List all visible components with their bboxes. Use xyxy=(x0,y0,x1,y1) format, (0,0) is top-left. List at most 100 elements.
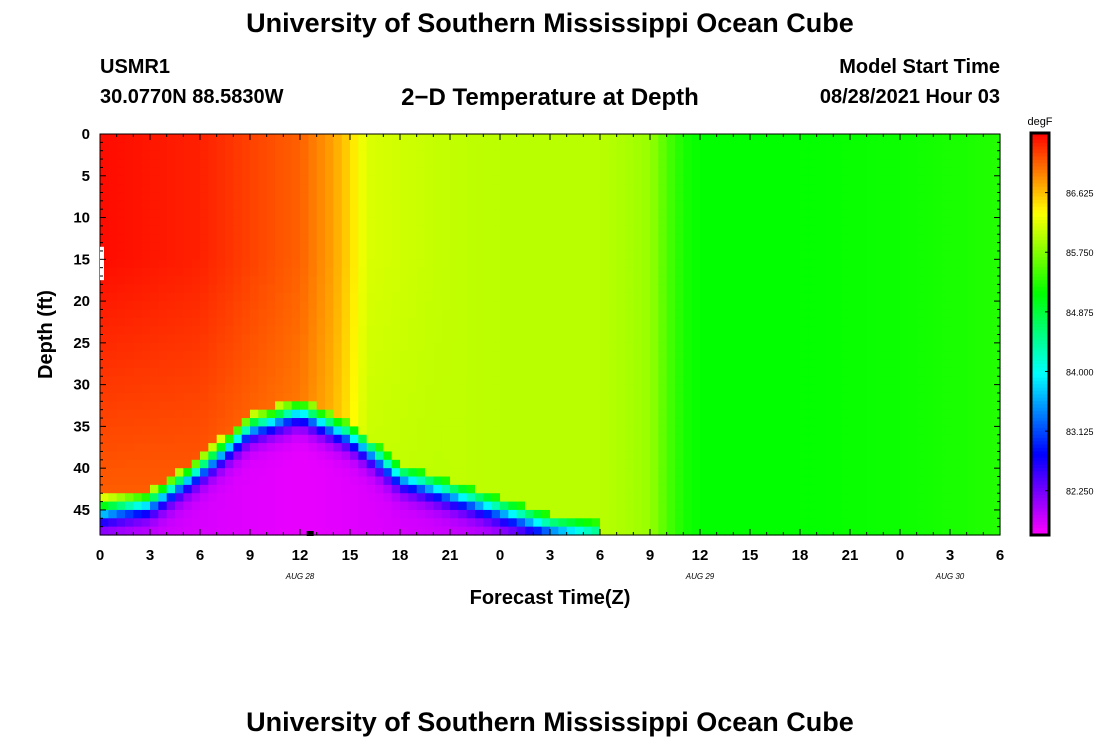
heatmap-cell xyxy=(591,326,601,336)
heatmap-cell xyxy=(275,167,284,177)
heatmap-cell xyxy=(850,259,859,269)
heatmap-cell xyxy=(125,476,134,486)
heatmap-cell xyxy=(166,334,176,344)
heatmap-cell xyxy=(458,326,468,336)
heatmap-cell xyxy=(733,284,743,294)
heatmap-cell xyxy=(400,242,409,252)
heatmap-cell xyxy=(200,184,209,194)
heatmap-cell xyxy=(833,451,843,461)
heatmap-cell xyxy=(208,326,218,336)
heatmap-cell xyxy=(158,501,168,511)
heatmap-cell xyxy=(316,292,326,302)
heatmap-cell xyxy=(583,200,593,210)
heatmap-cell xyxy=(341,175,351,185)
heatmap-cell xyxy=(758,250,768,260)
heatmap-cell xyxy=(908,518,918,528)
heatmap-cell xyxy=(116,518,126,528)
heatmap-cell xyxy=(783,167,793,177)
heatmap-cell xyxy=(158,150,168,160)
heatmap-cell xyxy=(575,443,584,453)
heatmap-cell xyxy=(758,367,768,377)
heatmap-cell xyxy=(408,418,418,427)
heatmap-cell xyxy=(891,184,901,194)
heatmap-cell xyxy=(641,301,651,311)
heatmap-cell xyxy=(708,459,718,469)
heatmap-cell xyxy=(383,484,393,494)
heatmap-cell xyxy=(516,309,526,319)
heatmap-cell xyxy=(475,276,484,285)
heatmap-cell xyxy=(791,401,801,411)
heatmap-cell xyxy=(800,359,809,369)
heatmap-cell xyxy=(908,342,918,352)
heatmap-cell xyxy=(641,276,651,285)
heatmap-cell xyxy=(375,526,384,536)
heatmap-cell xyxy=(916,376,926,386)
heatmap-cell xyxy=(541,167,551,177)
heatmap-cell xyxy=(800,418,809,427)
heatmap-cell xyxy=(500,234,509,244)
heatmap-cell xyxy=(116,317,126,327)
heatmap-cell xyxy=(441,175,451,185)
heatmap-cell xyxy=(308,443,318,453)
heatmap-cell xyxy=(383,150,393,160)
heatmap-cell xyxy=(300,509,309,519)
heatmap-cell xyxy=(266,384,276,394)
heatmap-cell xyxy=(291,234,301,244)
heatmap-cell xyxy=(616,518,626,528)
heatmap-cell xyxy=(383,184,393,194)
heatmap-cell xyxy=(950,418,959,427)
heatmap-cell xyxy=(166,317,176,327)
heatmap-cell xyxy=(491,334,501,344)
heatmap-cell xyxy=(325,376,334,386)
heatmap-cell xyxy=(125,317,134,327)
heatmap-cell xyxy=(291,351,301,361)
heatmap-cell xyxy=(625,509,634,519)
heatmap-cell xyxy=(250,434,259,444)
heatmap-cell xyxy=(466,267,476,277)
heatmap-cell xyxy=(100,317,109,327)
heatmap-cell xyxy=(391,276,401,285)
heatmap-cell xyxy=(825,367,834,377)
heatmap-cell xyxy=(408,493,418,503)
heatmap-cell xyxy=(708,267,718,277)
heatmap-cell xyxy=(616,326,626,336)
heatmap-cell xyxy=(783,334,793,344)
heatmap-cell xyxy=(125,468,134,478)
heatmap-cell xyxy=(516,267,526,277)
heatmap-cell xyxy=(541,401,551,411)
heatmap-cell xyxy=(591,200,601,210)
heatmap-cell xyxy=(125,342,134,352)
heatmap-cell xyxy=(641,367,651,377)
heatmap-cell xyxy=(191,217,201,227)
heatmap-cell xyxy=(150,150,159,160)
heatmap-cell xyxy=(416,250,426,260)
heatmap-cell xyxy=(800,468,809,478)
heatmap-cell xyxy=(150,209,159,219)
heatmap-cell xyxy=(500,476,509,486)
heatmap-cell xyxy=(266,234,276,244)
heatmap-cell xyxy=(200,234,209,244)
heatmap-cell xyxy=(175,159,184,169)
heatmap-cell xyxy=(458,276,468,285)
heatmap-cell xyxy=(516,501,526,511)
heatmap-cell xyxy=(575,392,584,402)
heatmap-cell xyxy=(816,217,826,227)
heatmap-cell xyxy=(300,134,309,143)
heatmap-cell xyxy=(491,317,501,327)
heatmap-cell xyxy=(891,434,901,444)
heatmap-cell xyxy=(275,384,284,394)
heatmap-cell xyxy=(125,384,134,394)
heatmap-cell xyxy=(641,267,651,277)
heatmap-cell xyxy=(141,259,151,269)
heatmap-cell xyxy=(441,401,451,411)
heatmap-cell xyxy=(741,459,751,469)
heatmap-cell xyxy=(900,342,909,352)
heatmap-cell xyxy=(600,267,609,277)
heatmap-cell xyxy=(741,225,751,235)
heatmap-cell xyxy=(825,468,834,478)
heatmap-cell xyxy=(441,426,451,436)
heatmap-cell xyxy=(866,501,876,511)
heatmap-cell xyxy=(225,392,234,402)
heatmap-cell xyxy=(683,418,693,427)
heatmap-cell xyxy=(366,250,376,260)
